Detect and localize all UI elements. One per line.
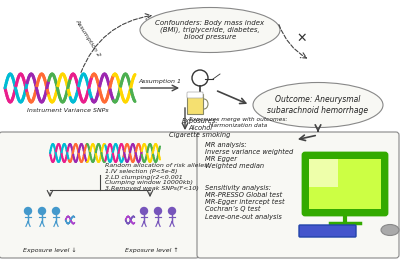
Circle shape xyxy=(24,207,32,214)
Circle shape xyxy=(168,207,176,214)
Text: Exposure level ↑: Exposure level ↑ xyxy=(125,248,179,253)
FancyBboxPatch shape xyxy=(187,94,203,114)
FancyBboxPatch shape xyxy=(309,159,338,186)
Text: Exposure level ↓: Exposure level ↓ xyxy=(23,248,77,253)
FancyBboxPatch shape xyxy=(187,92,203,98)
Ellipse shape xyxy=(140,8,280,53)
Text: Instrument Variance SNPs: Instrument Variance SNPs xyxy=(27,108,109,113)
Text: Exposures:
Alcohol
Cigarette smoking: Exposures: Alcohol Cigarette smoking xyxy=(169,118,231,138)
FancyBboxPatch shape xyxy=(197,132,399,258)
Text: ✕: ✕ xyxy=(297,32,307,45)
Text: Exposures merge with outcomes:
Harmonization data: Exposures merge with outcomes: Harmoniza… xyxy=(189,117,287,128)
Ellipse shape xyxy=(253,83,383,127)
Circle shape xyxy=(140,207,148,214)
Text: Assumption 1: Assumption 1 xyxy=(138,79,182,84)
Text: Sensitivity analysis:
MR-PRESSO Global test
MR-Egger intercept test
Cochran’s Q : Sensitivity analysis: MR-PRESSO Global t… xyxy=(205,185,285,220)
Text: MR analysis:
Inverse variance weighted
MR Egger
Weighted median: MR analysis: Inverse variance weighted M… xyxy=(205,142,293,169)
Ellipse shape xyxy=(381,225,399,235)
Text: Outcome: Aneurysmal
subarachnoid hemorrhage: Outcome: Aneurysmal subarachnoid hemorrh… xyxy=(268,95,368,115)
FancyBboxPatch shape xyxy=(303,153,387,215)
Text: Assumption 2: Assumption 2 xyxy=(74,18,102,57)
FancyBboxPatch shape xyxy=(0,132,199,258)
Text: Random allocation of risk alleles:
1.IV selection (P<5e-8)
2.LD clumping(r2<0.00: Random allocation of risk alleles: 1.IV … xyxy=(105,163,210,191)
FancyBboxPatch shape xyxy=(309,159,381,209)
Circle shape xyxy=(38,207,46,214)
Circle shape xyxy=(154,207,162,214)
Text: Confounders: Body mass index
(BMI), triglyceride, diabetes,
blood pressure: Confounders: Body mass index (BMI), trig… xyxy=(156,20,264,40)
FancyBboxPatch shape xyxy=(299,225,356,237)
Circle shape xyxy=(52,207,60,214)
